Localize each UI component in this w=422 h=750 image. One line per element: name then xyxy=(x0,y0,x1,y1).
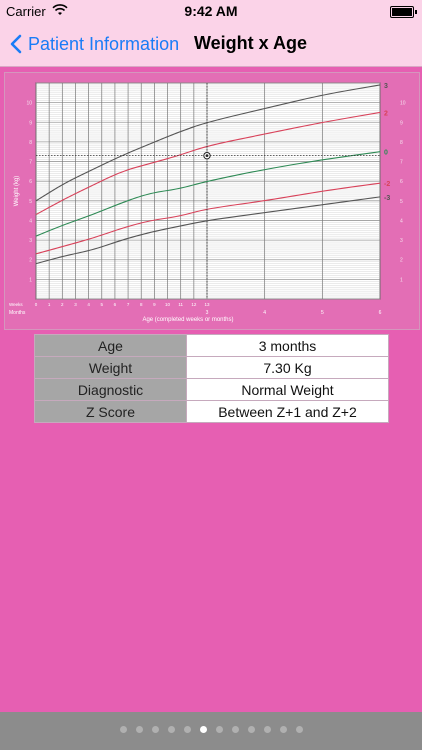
x-tick-label: 13 xyxy=(204,302,210,307)
y-tick-label: 3 xyxy=(400,238,403,244)
series-label: -3 xyxy=(384,195,390,202)
weight-value: 7.30 Kg xyxy=(186,356,389,379)
diagnostic-key: Diagnostic xyxy=(34,378,187,401)
series-label: 3 xyxy=(384,83,388,90)
x-tick-label: 5 xyxy=(321,310,324,316)
x-tick-label: 2 xyxy=(61,302,64,307)
y-tick-label: 6 xyxy=(29,179,32,185)
series-label: -2 xyxy=(384,181,390,188)
y-tick-label: 9 xyxy=(400,120,403,126)
series-label: 2 xyxy=(384,110,388,117)
status-bar: Carrier 9:42 AM xyxy=(0,0,422,22)
x-tick-label: 11 xyxy=(178,302,183,307)
diagnostic-value: Normal Weight xyxy=(186,378,389,401)
x-tick-label: 10 xyxy=(165,302,171,307)
y-tick-label: 8 xyxy=(400,140,403,146)
growth-chart: 3 2 0 -2 -3 1 1 2 2 3 3 4 4 5 5 6 6 7 7 8 8 9 9 10 10 0 1 2 3 4 5 6 7 8 9 1… xyxy=(4,72,420,330)
growth-chart-svg: 320-2-31 12 23 34 45 56 67 78 89 910 100 1 2 3 4 5 6 7 8 9 1… xyxy=(9,82,406,323)
carrier-label: Carrier xyxy=(6,4,46,19)
y-tick-label: 7 xyxy=(400,160,403,166)
page-dot[interactable] xyxy=(263,726,271,733)
y-tick-label: 4 xyxy=(400,218,403,224)
page-dot[interactable] xyxy=(247,726,255,733)
y-tick-label: 1 xyxy=(29,277,32,283)
x-tick-label: 0 xyxy=(35,302,38,307)
table-row: Weight 7.30 Kg xyxy=(34,356,389,379)
y-tick-label: 10 xyxy=(400,101,406,107)
months-row-label: Months xyxy=(9,310,26,316)
z-score-key: Z Score xyxy=(34,400,187,423)
page-dot[interactable] xyxy=(295,726,303,733)
table-row: Age 3 months xyxy=(34,334,389,357)
weeks-row-label: Weeks xyxy=(9,302,23,307)
battery-icon xyxy=(390,6,417,18)
y-tick-label: 2 xyxy=(400,258,403,264)
y-axis-label: Weight (kg) xyxy=(14,176,20,207)
series-line-3 xyxy=(35,84,381,202)
page-indicator[interactable] xyxy=(0,726,422,733)
x-tick-label: 4 xyxy=(263,310,266,316)
page-dot[interactable] xyxy=(135,726,143,733)
back-button-label: Patient Information xyxy=(28,33,180,54)
page-dot[interactable] xyxy=(183,726,191,733)
page-title: Weight x Age xyxy=(194,33,308,53)
weight-key: Weight xyxy=(34,356,187,379)
table-row: Z Score Between Z+1 and Z+2 xyxy=(34,400,389,423)
bottom-bar xyxy=(0,712,422,750)
x-tick-label: 7 xyxy=(127,302,130,307)
y-tick-label: 8 xyxy=(29,140,32,146)
page-dot[interactable] xyxy=(167,726,175,733)
wifi-icon xyxy=(52,4,68,15)
page-dot[interactable] xyxy=(119,726,127,733)
patient-summary-table: Age 3 months Weight 7.30 Kg Diagnostic N… xyxy=(34,334,389,423)
series-line--2 xyxy=(35,182,381,255)
y-tick-label: 5 xyxy=(400,199,403,205)
status-time: 9:42 AM xyxy=(184,3,238,19)
y-tick-label: 10 xyxy=(26,101,32,107)
z-score-value: Between Z+1 and Z+2 xyxy=(186,400,389,423)
y-tick-label: 4 xyxy=(29,218,32,224)
x-tick-label: 3 xyxy=(74,302,77,307)
y-tick-label: 1 xyxy=(400,277,403,283)
x-tick-label: 9 xyxy=(153,302,156,307)
y-tick-label: 5 xyxy=(29,199,32,205)
y-tick-label: 3 xyxy=(29,238,32,244)
x-tick-label: 6 xyxy=(114,302,117,307)
chevron-left-icon xyxy=(10,34,22,54)
x-tick-label: 4 xyxy=(87,302,90,307)
x-tick-label: 3 xyxy=(206,310,209,316)
x-axis-label: Age (completed weeks or months) xyxy=(142,317,233,323)
x-tick-label: 12 xyxy=(191,302,197,307)
age-value: 3 months xyxy=(186,334,389,357)
page-dot[interactable] xyxy=(151,726,159,733)
x-tick-label: 5 xyxy=(101,302,104,307)
y-tick-label: 9 xyxy=(29,120,32,126)
page-dot[interactable] xyxy=(279,726,287,733)
y-tick-label: 7 xyxy=(29,160,32,166)
x-tick-label: 8 xyxy=(140,302,143,307)
y-tick-label: 6 xyxy=(400,179,403,185)
series-line-0 xyxy=(35,151,381,237)
series-label: 0 xyxy=(384,150,388,157)
back-button[interactable]: Patient Information xyxy=(10,31,179,57)
x-tick-label: 1 xyxy=(48,302,51,307)
navigation-bar: Patient Information Weight x Age xyxy=(0,22,422,67)
age-key: Age xyxy=(34,334,187,357)
page-dot[interactable] xyxy=(199,726,207,733)
y-tick-label: 2 xyxy=(29,258,32,264)
page-dot[interactable] xyxy=(215,726,223,733)
x-tick-label: 6 xyxy=(379,310,382,316)
series-line--3 xyxy=(35,196,381,265)
table-row: Diagnostic Normal Weight xyxy=(34,378,389,401)
data-point-marker-dot xyxy=(205,154,209,158)
series-line-2 xyxy=(35,111,381,216)
page-dot[interactable] xyxy=(231,726,239,733)
